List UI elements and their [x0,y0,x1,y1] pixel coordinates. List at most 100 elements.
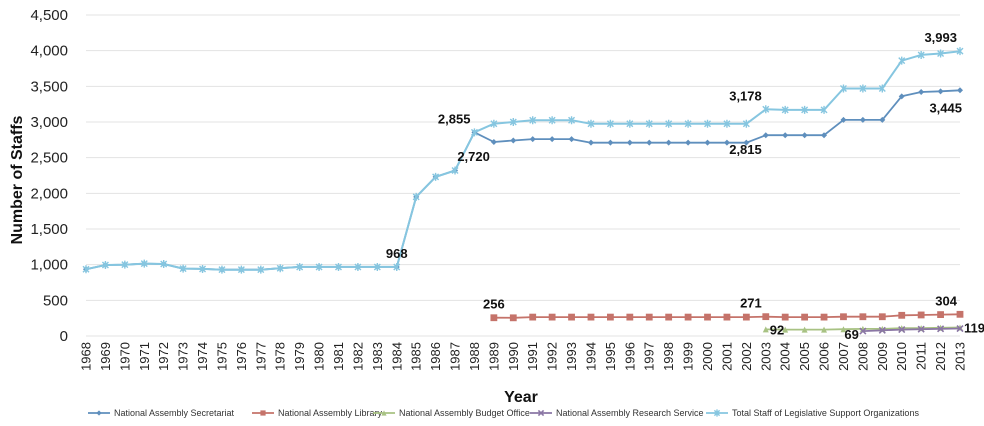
data-point [568,136,575,143]
x-tick-label: 1975 [214,342,229,371]
x-tick-label: 2006 [817,342,832,371]
data-point [587,119,595,128]
x-tick-label: 1996 [622,342,637,371]
data-point [665,119,673,128]
data-point [509,314,517,322]
data-point [626,313,634,321]
data-point [626,119,634,128]
legend-item: Total Staff of Legislative Support Organ… [706,408,919,418]
y-tick-label: 2,000 [30,185,68,202]
data-point [840,313,847,321]
data-point [96,410,102,416]
x-tick-label: 1997 [642,342,657,371]
data-point [529,313,537,321]
x-tick-label: 1999 [681,342,696,371]
data-point [859,327,867,335]
x-tick-label: 2007 [836,342,851,371]
data-point [606,119,614,128]
x-tick-label: 1985 [409,342,424,371]
series-1 [490,310,964,322]
data-point [820,313,828,321]
x-tick-label: 2002 [739,342,754,371]
data-point [878,326,886,334]
data-point [393,262,401,271]
x-tick-label: 2009 [875,342,890,371]
data-point [878,313,886,321]
data-point [821,132,828,139]
data-point [840,116,847,123]
data-point [684,313,692,321]
data-point [937,311,944,318]
data-point [801,326,808,333]
data-point [820,105,828,114]
data-point [742,313,750,321]
data-point [840,326,847,333]
x-tick-label: 2005 [797,342,812,371]
data-point [762,313,770,321]
x-tick-label: 1982 [350,342,365,371]
data-point [529,136,536,143]
legend: National Assembly Secretariat National As… [88,408,919,418]
x-tick-label: 1988 [467,342,482,371]
data-point [568,313,575,321]
data-label: 304 [935,293,957,308]
data-point [587,139,594,146]
data-point [237,265,245,274]
x-tick-label: 1986 [428,342,443,371]
x-tick-label: 1989 [486,342,501,371]
data-label: 968 [386,246,408,261]
series-lines [82,47,964,335]
legend-item: National Assembly Library [252,408,383,418]
data-point [782,132,789,139]
data-point [179,264,187,273]
data-point [917,325,925,333]
data-point [723,139,730,146]
series-4 [82,47,964,274]
data-point [276,264,284,273]
data-point [782,326,789,333]
data-point [723,313,731,321]
x-tick-label: 1984 [389,342,404,371]
data-point [432,172,440,181]
data-point [684,119,692,128]
legend-item: National Assembly Research Service [530,408,704,418]
data-label: 69 [844,327,858,342]
data-point [160,259,168,268]
data-point [937,49,945,58]
x-tick-label: 2008 [855,342,870,371]
y-tick-label: 1,500 [30,221,68,238]
legend-item: National Assembly Budget Office [373,408,530,418]
data-point [898,56,906,65]
data-point [381,410,387,416]
x-tick-label: 1979 [292,342,307,371]
data-point [354,262,362,271]
x-tick-label: 1995 [603,342,618,371]
x-tick-label: 1987 [448,342,463,371]
data-point [742,119,750,128]
y-tick-label: 0 [60,328,68,345]
data-point [607,313,614,321]
data-point [646,139,653,146]
data-point [607,139,614,146]
data-point [937,88,944,95]
legend-label: Total Staff of Legislative Support Organ… [732,408,919,418]
data-point [470,128,478,137]
x-tick-label: 1980 [312,342,327,371]
data-point [956,324,964,333]
data-point [257,265,265,274]
data-point [713,409,721,417]
data-point [373,262,381,271]
data-label: 271 [740,296,762,311]
data-label: 2,855 [438,111,471,126]
data-point [140,259,148,268]
y-tick-label: 4,000 [30,43,68,60]
x-tick-label: 2000 [700,342,715,371]
data-point [956,310,964,318]
x-tick-label: 1969 [98,342,113,371]
data-point [781,105,789,114]
data-label: 119 [964,321,984,336]
y-tick-label: 2,500 [30,150,68,167]
x-axis-ticks: 1968 1969 1970 1971 1972 1973 1974 1975 1976 1977… [79,342,968,371]
legend-label: National Assembly Budget Office [399,408,530,418]
